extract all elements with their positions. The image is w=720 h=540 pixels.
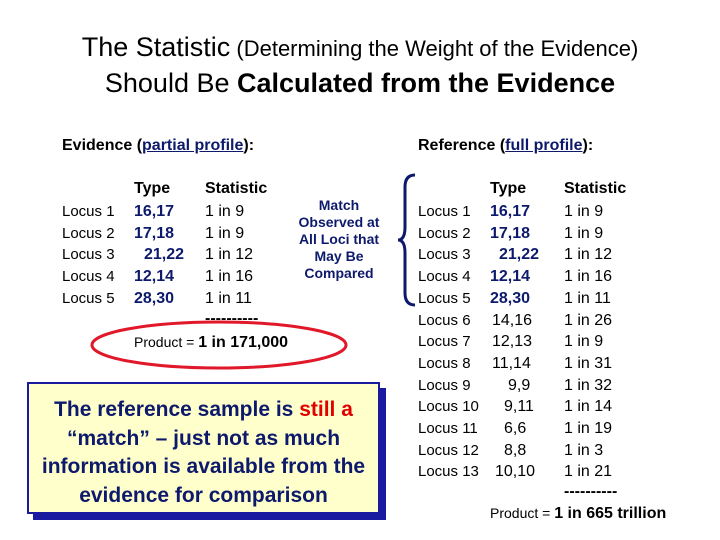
reference-locus: Locus 2 <box>418 224 471 242</box>
evidence-heading: Evidence (partial profile): <box>62 137 254 155</box>
callout-text-part2: “match” – just not as much information i… <box>41 426 366 507</box>
highlight-ellipse <box>90 320 348 370</box>
evidence-type: 28,30 <box>134 289 175 307</box>
title-line1-part2: (Determining the Weight of the Evidence) <box>230 36 639 61</box>
reference-locus: Locus 1 <box>418 203 471 220</box>
slide-title: The Statistic (Determining the Weight of… <box>0 30 720 100</box>
evidence-locus: Locus 5 <box>62 289 115 307</box>
match-note-line: May Be <box>314 248 364 264</box>
evidence-statistic-header: Statistic <box>205 180 268 197</box>
title-line2-part2: Calculated from the Evidence <box>237 68 616 98</box>
evidence-type: 17,18 <box>134 224 175 242</box>
reference-statistic: 1 in 9 <box>564 333 604 351</box>
reference-statistic: 1 in 32 <box>564 376 613 394</box>
reference-type: 6,6 <box>504 420 527 438</box>
evidence-statistic: 1 in 11 <box>205 289 252 307</box>
match-note-line: Match <box>318 197 360 213</box>
callout-text-red: still a <box>299 398 353 421</box>
reference-type: 9,9 <box>508 376 531 394</box>
evidence-locus: Locus 3 <box>62 246 115 264</box>
evidence-type: 21,22 <box>144 246 185 264</box>
evidence-product-value: 1 in 171,000 <box>198 334 289 351</box>
reference-locus: Locus 10 <box>418 398 479 416</box>
reference-locus-column: Locus 1 Locus 2 Locus 3 Locus 4 Locus 5 … <box>418 201 479 483</box>
reference-locus: Locus 5 <box>418 289 471 307</box>
reference-statistic: 1 in 9 <box>564 203 604 220</box>
reference-locus: Locus 7 <box>418 333 471 351</box>
reference-type-column-plain: 14,16 12,13 11,14 9,9 9,11 6,6 8,8 10,10 <box>492 310 535 484</box>
reference-statistic: 1 in 31 <box>564 354 613 372</box>
reference-type-header: Type <box>490 180 527 197</box>
reference-locus: Locus 6 <box>418 311 471 329</box>
evidence-locus: Locus 1 <box>62 203 115 220</box>
reference-type: 28,30 <box>490 289 531 307</box>
reference-type: 21,22 <box>499 246 540 264</box>
reference-type: 17,18 <box>490 224 531 242</box>
evidence-heading-pre: Evidence ( <box>62 137 143 154</box>
reference-heading-post: ): <box>582 137 594 154</box>
reference-statistic: 1 in 14 <box>564 398 613 416</box>
reference-heading-link: full profile <box>505 137 583 154</box>
reference-type: 10,10 <box>495 463 536 481</box>
match-note-line: Observed at <box>298 214 380 230</box>
evidence-product: Product = 1 in 171,000 <box>134 334 288 352</box>
title-line1-part1: The Statistic <box>81 32 231 62</box>
reference-statistic: 1 in 12 <box>564 246 613 264</box>
reference-locus: Locus 3 <box>418 246 471 264</box>
evidence-heading-link: partial profile <box>142 137 244 154</box>
reference-dashes: ---------- <box>564 483 618 501</box>
callout-text-part1: The reference sample is <box>54 398 300 421</box>
match-note: Match Observed at All Loci that May Be C… <box>284 197 394 282</box>
evidence-statistic-column: 1 in 9 1 in 9 1 in 12 1 in 16 1 in 11 --… <box>205 201 258 328</box>
reference-locus: Locus 13 <box>418 463 479 481</box>
reference-statistic: 1 in 9 <box>564 224 604 242</box>
reference-product-label: Product = <box>490 505 555 521</box>
reference-statistic: 1 in 11 <box>564 289 611 307</box>
match-note-line: All Loci that <box>298 231 380 247</box>
evidence-statistic: 1 in 9 <box>205 224 245 242</box>
reference-locus: Locus 12 <box>418 441 479 459</box>
reference-product-value: 1 in 665 trillion <box>554 505 667 522</box>
reference-type: 11,14 <box>492 354 531 372</box>
reference-statistic: 1 in 21 <box>564 463 613 481</box>
evidence-statistic: 1 in 9 <box>205 203 245 220</box>
reference-type: 14,16 <box>492 311 533 329</box>
reference-locus: Locus 11 <box>418 420 478 438</box>
evidence-product-label: Product = <box>134 334 199 350</box>
reference-locus: Locus 9 <box>418 376 471 394</box>
brace-icon <box>397 173 416 307</box>
reference-statistic: 1 in 19 <box>564 420 613 438</box>
reference-type: 8,8 <box>504 441 527 459</box>
reference-type: 12,14 <box>490 268 531 286</box>
evidence-type: 12,14 <box>134 268 175 286</box>
reference-locus: Locus 4 <box>418 268 471 286</box>
evidence-type-header: Type <box>134 180 171 197</box>
callout-box: The reference sample is still a “match” … <box>27 382 380 514</box>
reference-heading: Reference (full profile): <box>418 137 593 155</box>
evidence-locus-column: Locus 1 Locus 2 Locus 3 Locus 4 Locus 5 <box>62 201 115 310</box>
reference-locus: Locus 8 <box>418 354 471 372</box>
evidence-statistic: 1 in 16 <box>205 268 254 286</box>
reference-statistic: 1 in 3 <box>564 441 604 459</box>
reference-type-column: 16,17 17,18 21,22 12,14 28,30 <box>490 201 539 310</box>
reference-type: 12,13 <box>492 333 533 351</box>
match-note-line: Compared <box>304 265 374 281</box>
evidence-statistic: 1 in 12 <box>205 246 254 264</box>
evidence-heading-post: ): <box>243 137 255 154</box>
evidence-type: 16,17 <box>134 203 175 220</box>
evidence-locus: Locus 2 <box>62 224 115 242</box>
reference-heading-pre: Reference ( <box>418 137 506 154</box>
reference-type: 16,17 <box>490 203 531 220</box>
evidence-type-column: 16,17 17,18 21,22 12,14 28,30 <box>134 201 184 310</box>
reference-statistic: 1 in 26 <box>564 311 613 329</box>
reference-statistic-column: 1 in 9 1 in 9 1 in 12 1 in 16 1 in 11 1 … <box>564 201 617 501</box>
reference-statistic-header: Statistic <box>564 180 627 197</box>
reference-statistic: 1 in 16 <box>564 268 613 286</box>
title-line2-part1: Should Be <box>104 68 237 98</box>
reference-product: Product = 1 in 665 trillion <box>490 505 666 523</box>
evidence-locus: Locus 4 <box>62 268 115 286</box>
reference-type: 9,11 <box>504 398 534 416</box>
